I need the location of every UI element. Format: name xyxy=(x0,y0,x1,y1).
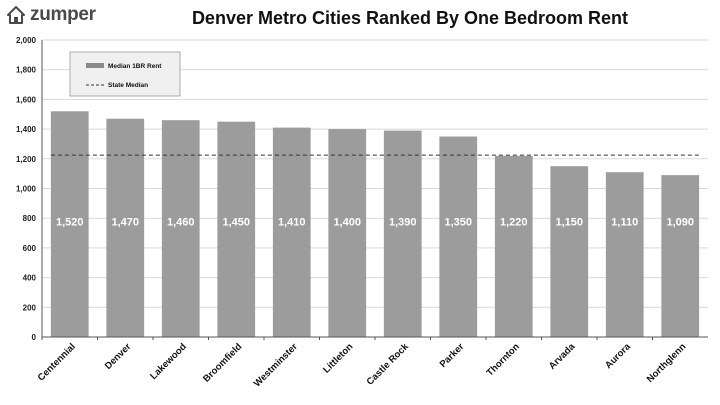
y-tick-label: 2,000 xyxy=(16,36,37,45)
bar xyxy=(383,130,422,337)
bar xyxy=(50,111,89,337)
legend-label-state-median: State Median xyxy=(108,82,148,89)
y-tick-label: 1,000 xyxy=(16,185,37,194)
x-tick-label: Denver xyxy=(103,341,134,372)
y-tick-label: 1,200 xyxy=(16,155,37,164)
bar xyxy=(550,166,589,337)
bar xyxy=(328,129,367,337)
brand-logo: zumper xyxy=(6,4,96,26)
bar xyxy=(494,155,533,337)
bar xyxy=(661,175,700,337)
data-label: 1,410 xyxy=(278,217,306,229)
x-tick-label: Castle Rock xyxy=(365,341,412,388)
house-icon xyxy=(7,6,25,24)
legend: Median 1BR Rent State Median xyxy=(69,51,181,97)
legend-box xyxy=(69,51,181,97)
bar xyxy=(605,172,644,337)
chart-title: Denver Metro Cities Ranked By One Bedroo… xyxy=(191,8,629,28)
data-label: 1,450 xyxy=(222,217,250,229)
x-tick-label: Thornton xyxy=(485,341,522,378)
y-tick-label: 400 xyxy=(23,274,37,283)
x-tick-label: Centennial xyxy=(36,341,78,383)
data-label: 1,400 xyxy=(333,217,361,229)
x-tick-label: Northglenn xyxy=(645,341,689,385)
y-tick-label: 600 xyxy=(23,244,37,253)
x-tick-label: Broomfield xyxy=(201,341,244,384)
x-tick-label: Parker xyxy=(438,341,467,370)
data-label: 1,350 xyxy=(444,217,472,229)
bar xyxy=(217,121,256,337)
x-tick-label: Aurora xyxy=(603,341,633,371)
y-tick-label: 1,400 xyxy=(16,125,37,134)
legend-label-median-rent: Median 1BR Rent xyxy=(108,63,162,70)
data-label: 1,110 xyxy=(611,217,638,229)
data-label: 1,520 xyxy=(56,217,84,229)
x-tick-label: Lakewood xyxy=(148,341,189,382)
y-tick-label: 0 xyxy=(32,333,37,342)
bar xyxy=(161,120,200,337)
data-label: 1,470 xyxy=(111,217,139,229)
data-label: 1,390 xyxy=(389,217,417,229)
y-tick-label: 1,800 xyxy=(16,66,37,75)
data-label: 1,460 xyxy=(167,217,195,229)
bar xyxy=(439,136,478,337)
x-tick-label: Westminster xyxy=(252,341,300,389)
y-tick-label: 800 xyxy=(23,214,37,223)
y-tick-label: 200 xyxy=(23,303,37,312)
bar xyxy=(272,127,311,338)
data-label: 1,090 xyxy=(666,217,694,229)
legend-swatch-bar xyxy=(86,63,104,68)
bars: 1,520 1,470 1,460 1,450 1,410 1,400 1,390 1,350… xyxy=(50,111,700,338)
data-label: 1,150 xyxy=(555,217,583,229)
x-tick-label: Arvada xyxy=(547,341,578,372)
data-label: 1,220 xyxy=(500,217,528,229)
brand-name: zumper xyxy=(30,4,96,25)
x-tick-label: Littleton xyxy=(321,341,355,375)
y-tick-label: 1,600 xyxy=(16,95,37,104)
